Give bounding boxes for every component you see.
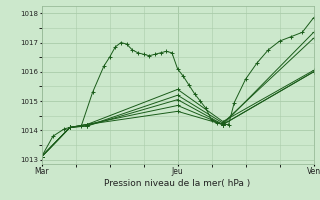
X-axis label: Pression niveau de la mer( hPa ): Pression niveau de la mer( hPa ) <box>104 179 251 188</box>
